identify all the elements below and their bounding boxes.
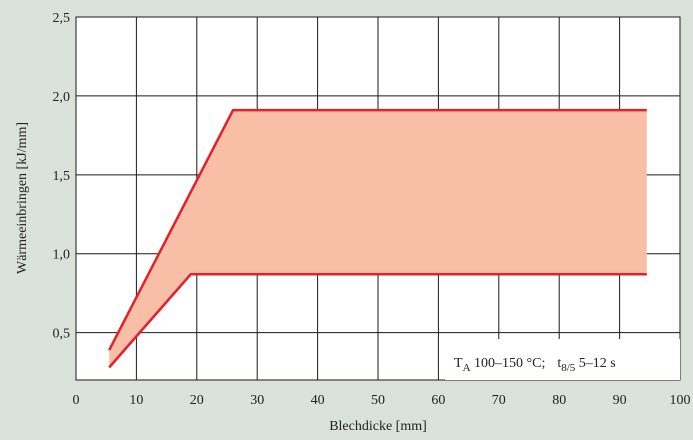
y-tick-label: 1,5 [53, 169, 71, 184]
t85-subscript: 8/5 [561, 362, 576, 374]
x-tick-label: 20 [190, 393, 204, 408]
x-tick-label: 100 [670, 393, 691, 408]
x-tick-label: 10 [129, 393, 143, 408]
ta-subscript: A [463, 362, 471, 374]
y-tick-label: 2,0 [53, 90, 71, 105]
x-tick-label: 40 [311, 393, 325, 408]
x-tick-label: 80 [552, 393, 566, 408]
t85-range: 5–12 s [575, 356, 615, 371]
x-tick-label: 90 [613, 393, 627, 408]
x-axis-label: Blechdicke [mm] [329, 419, 427, 434]
ta-range: 100–150 °C; [471, 356, 546, 371]
x-tick-labels: 0 10 20 30 40 50 60 70 80 90 100 [73, 393, 691, 408]
x-tick-label: 50 [371, 393, 385, 408]
x-tick-label: 60 [431, 393, 445, 408]
x-tick-label: 70 [492, 393, 506, 408]
y-tick-label: 1,0 [53, 248, 71, 263]
x-tick-label: 30 [250, 393, 264, 408]
y-axis-label: Wärmeeinbringen [kJ/mm] [15, 122, 30, 274]
y-tick-labels: 0,5 1,0 1,5 2,0 2,5 [53, 11, 71, 342]
y-tick-label: 2,5 [53, 11, 71, 26]
y-tick-label: 0,5 [53, 327, 71, 342]
x-tick-label: 0 [73, 393, 80, 408]
